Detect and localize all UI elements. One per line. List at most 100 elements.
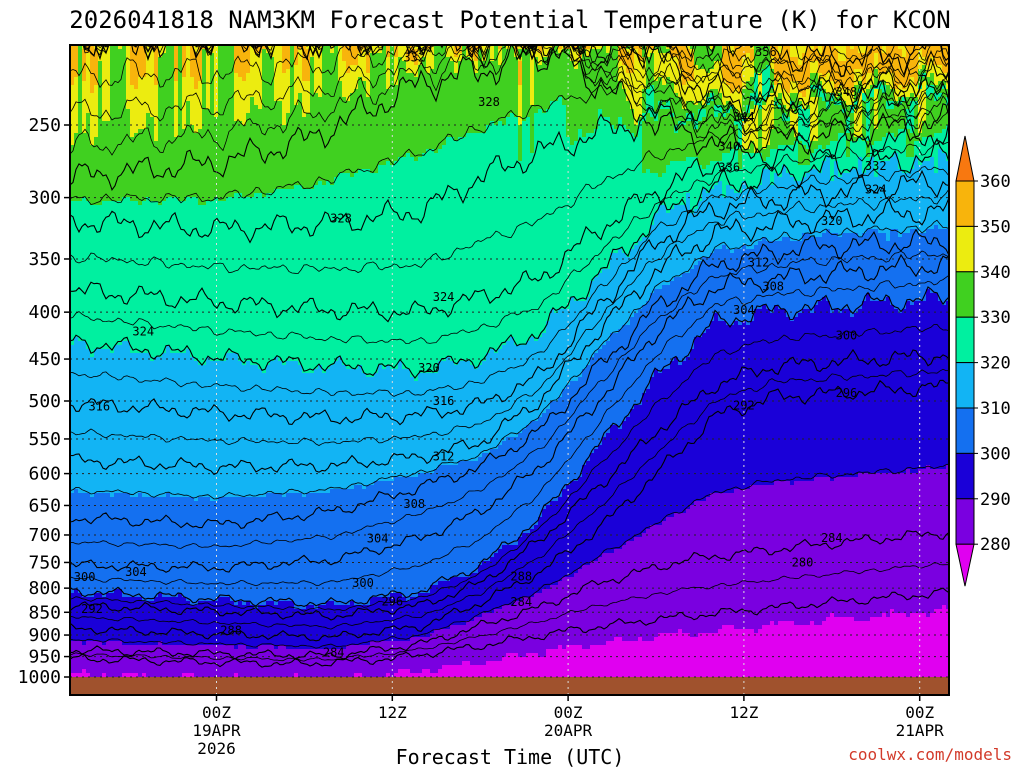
- fill-cell: [586, 45, 591, 50]
- fill-cell: [886, 473, 891, 618]
- fill-cell: [358, 53, 363, 78]
- fill-cell: [630, 541, 635, 642]
- contour-label: 304: [125, 565, 147, 579]
- fill-cell: [642, 237, 647, 306]
- fill-cell: [494, 45, 499, 126]
- fill-cell: [146, 197, 151, 354]
- fill-cell: [714, 633, 719, 678]
- fill-cell: [546, 57, 551, 110]
- fill-cell: [946, 161, 949, 230]
- fill-cell: [858, 237, 863, 310]
- fill-cell: [706, 73, 711, 94]
- fill-cell: [426, 73, 431, 150]
- fill-cell: [482, 45, 487, 62]
- fill-cell: [522, 597, 527, 658]
- fill-cell: [798, 241, 803, 314]
- fill-cell: [598, 273, 603, 350]
- fill-cell: [570, 145, 575, 298]
- fill-cell: [718, 629, 723, 678]
- fill-cell: [286, 45, 291, 70]
- fill-cell: [822, 93, 827, 102]
- fill-cell: [198, 45, 203, 82]
- fill-cell: [266, 493, 271, 602]
- fill-cell: [734, 121, 739, 126]
- fill-cell: [606, 269, 611, 342]
- fill-cell: [590, 133, 595, 282]
- fill-cell: [874, 473, 879, 618]
- fill-cell: [406, 669, 411, 678]
- fill-cell: [362, 645, 367, 678]
- fill-cell: [778, 621, 783, 678]
- fill-cell: [350, 45, 355, 66]
- fill-cell: [438, 361, 443, 466]
- fill-cell: [930, 613, 935, 678]
- fill-cell: [750, 61, 755, 78]
- fill-cell: [754, 153, 759, 190]
- fill-cell: [194, 501, 199, 606]
- fill-cell: [838, 617, 843, 678]
- fill-cell: [590, 645, 595, 678]
- fill-cell: [806, 45, 811, 90]
- fill-cell: [134, 89, 139, 134]
- colorbar-label: 340: [980, 263, 1011, 283]
- fill-cell: [186, 45, 191, 102]
- fill-cell: [834, 101, 839, 106]
- fill-cell: [770, 241, 775, 314]
- fill-cell: [478, 665, 483, 678]
- fill-cell: [458, 361, 463, 462]
- fill-cell: [678, 97, 683, 122]
- fill-cell: [810, 621, 815, 678]
- fill-cell: [414, 49, 419, 66]
- fill-cell: [270, 57, 275, 194]
- fill-cell: [842, 101, 847, 110]
- fill-cell: [694, 129, 699, 158]
- fill-cell: [290, 189, 295, 362]
- fill-cell: [538, 593, 543, 658]
- fill-cell: [442, 629, 447, 666]
- fill-cell: [210, 53, 215, 202]
- fill-cell: [730, 189, 735, 254]
- x-tick-label: 00Z: [905, 703, 934, 722]
- fill-cell: [318, 605, 323, 650]
- fill-cell: [106, 121, 111, 202]
- fill-cell: [86, 113, 91, 202]
- contour-label: 288: [510, 570, 532, 584]
- fill-cell: [798, 181, 803, 242]
- fill-cell: [142, 129, 147, 202]
- fill-cell: [486, 453, 491, 562]
- fill-cell: [410, 73, 415, 158]
- fill-cell: [594, 353, 599, 450]
- fill-cell: [510, 45, 515, 114]
- fill-cell: [906, 129, 911, 158]
- fill-cell: [862, 93, 867, 102]
- fill-cell: [94, 85, 99, 138]
- fill-cell: [846, 89, 851, 106]
- fill-cell: [738, 45, 743, 94]
- fill-cell: [410, 637, 415, 674]
- contour-label: 280: [792, 555, 814, 569]
- colorbar-segment: [955, 362, 975, 409]
- fill-cell: [502, 605, 507, 658]
- fill-cell: [878, 73, 883, 82]
- fill-cell: [198, 497, 203, 602]
- fill-cell: [238, 361, 243, 498]
- fill-cell: [566, 645, 571, 678]
- fill-cell: [702, 501, 707, 634]
- fill-cell: [518, 45, 523, 50]
- fill-cell: [882, 81, 887, 86]
- fill-cell: [262, 373, 267, 498]
- fill-cell: [918, 469, 923, 614]
- fill-cell: [638, 309, 643, 406]
- fill-cell: [810, 73, 815, 86]
- fill-cell: [386, 365, 391, 482]
- fill-cell: [826, 477, 831, 618]
- fill-cell: [394, 369, 399, 478]
- fill-cell: [582, 369, 587, 466]
- fill-cell: [430, 373, 435, 474]
- fill-cell: [762, 45, 767, 70]
- fill-cell: [338, 173, 343, 358]
- fill-cell: [206, 109, 211, 202]
- fill-cell: [706, 193, 711, 258]
- fill-cell: [454, 665, 459, 678]
- fill-cell: [646, 57, 651, 90]
